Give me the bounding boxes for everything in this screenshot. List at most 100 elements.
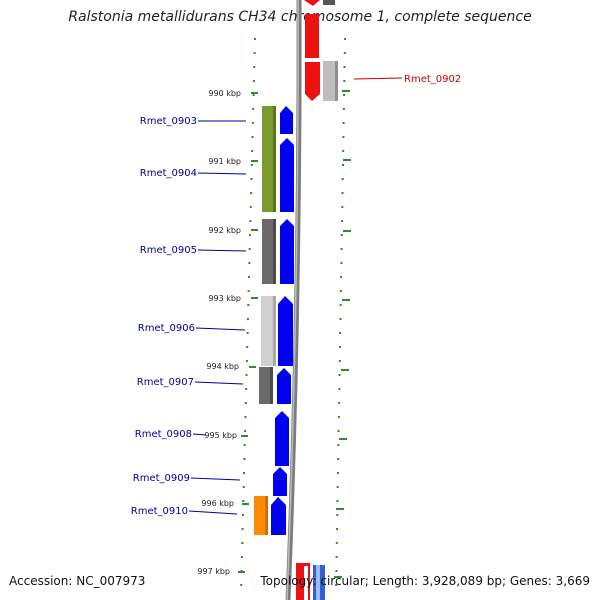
ruler-dot-left xyxy=(244,402,247,404)
ruler-dot-right xyxy=(337,430,340,432)
ruler-dot-left xyxy=(245,360,248,362)
leader-Rmet_0907 xyxy=(194,381,244,385)
ruler-dot-right xyxy=(339,332,342,334)
gene-arrow-Rmet_0902[interactable] xyxy=(305,62,320,101)
block-shade xyxy=(273,219,276,284)
block-shade xyxy=(270,367,273,404)
ruler-dot-right xyxy=(342,136,345,138)
gene-block-Rmet_0902-gray xyxy=(323,61,338,101)
ruler-dot-right xyxy=(336,486,339,488)
ruler-dot-left xyxy=(250,164,253,166)
ruler-dot-right xyxy=(337,416,340,418)
leader-Rmet_0904 xyxy=(197,172,247,175)
gene-block-bottom-lightblue xyxy=(316,565,320,600)
gene-arrow-Rmet_0906[interactable] xyxy=(278,296,293,366)
gene-arrow-red-upper xyxy=(305,14,319,58)
tick-label: 993 kbp xyxy=(208,294,241,303)
ruler-dot-right xyxy=(343,80,346,82)
ruler-dot-right xyxy=(336,472,339,474)
feature-blocks xyxy=(254,106,276,535)
ruler-dot-left xyxy=(250,192,253,194)
ruler-dot-right xyxy=(335,542,338,544)
tick-label: 996 kbp xyxy=(201,499,234,508)
block-light-gray-Rmet_0906 xyxy=(261,296,276,366)
ruler-dot-right xyxy=(335,570,338,572)
gene-label-Rmet_0904[interactable]: Rmet_0904 xyxy=(140,168,197,179)
ruler-dot-right xyxy=(339,346,341,348)
ruler-ticks: 990 kbp 991 kbp 992 kbp 993 kbp 994 kbp xyxy=(197,89,351,578)
gene-arrow-Rmet_0910[interactable] xyxy=(271,497,286,535)
ruler-dot-right xyxy=(336,500,339,502)
ruler-dot-right xyxy=(343,66,346,68)
ruler-dot-left xyxy=(244,416,247,418)
leader-Rmet_0909 xyxy=(190,477,241,481)
gene-arrow-Rmet_0909[interactable] xyxy=(273,467,287,496)
gene-label-Rmet_0905[interactable]: Rmet_0905 xyxy=(140,245,197,256)
ruler-dot-left xyxy=(246,346,249,348)
gene-label-Rmet_0908[interactable]: Rmet_0908 xyxy=(135,429,192,440)
gene-label-Rmet_0906[interactable]: Rmet_0906 xyxy=(138,323,195,334)
ruler-dot-left xyxy=(247,304,250,306)
block-shade xyxy=(273,296,276,366)
tick-label: 997 kbp xyxy=(197,567,230,576)
block-olive-Rmet_0903 xyxy=(262,106,276,212)
ruler-dot-right xyxy=(343,52,346,54)
ruler-dot-left xyxy=(246,318,249,320)
ruler-dots xyxy=(240,38,346,586)
gene-label-Rmet_0907[interactable]: Rmet_0907 xyxy=(137,377,194,388)
block-orange-Rmet_0910 xyxy=(254,496,268,535)
gene-label-Rmet_0909[interactable]: Rmet_0909 xyxy=(133,473,190,484)
ruler-dot-right xyxy=(339,304,342,306)
gene-label-Rmet_0910[interactable]: Rmet_0910 xyxy=(131,506,188,517)
gene-block-shade xyxy=(335,61,338,101)
tick-990: 990 kbp xyxy=(208,89,350,98)
chromosome-backbone xyxy=(285,0,302,600)
gene-labels: Rmet_0902 Rmet_0903 Rmet_0904 Rmet_0905 … xyxy=(131,74,461,517)
ruler-dot-left xyxy=(249,234,251,236)
gene-label-Rmet_0903[interactable]: Rmet_0903 xyxy=(140,116,197,127)
ruler-dot-right xyxy=(341,206,344,208)
ruler-dot-left xyxy=(248,262,251,264)
chromosome-backbone-highlight xyxy=(286,0,299,600)
ruler-dot-right xyxy=(338,374,341,376)
ruler-dot-left xyxy=(241,542,244,544)
ruler-dot-left xyxy=(240,584,243,586)
block-dark-gray-Rmet_0907 xyxy=(259,367,273,404)
tick-label: 992 kbp xyxy=(208,226,241,235)
ruler-dot-right xyxy=(340,276,343,278)
ruler-dot-right xyxy=(338,360,341,362)
ruler-dot-left xyxy=(244,430,247,432)
ruler-dot-left xyxy=(243,444,246,446)
ruler-dot-left xyxy=(241,528,244,530)
ruler-dot-right xyxy=(336,528,338,530)
ruler-dot-left xyxy=(254,38,256,40)
gene-arrow-Rmet_0904[interactable] xyxy=(280,138,294,212)
ruler-dot-left xyxy=(248,248,251,250)
ruler-dot-left xyxy=(242,514,244,516)
leader-Rmet_0906 xyxy=(195,327,246,331)
ruler-dot-right xyxy=(337,444,340,446)
gene-label-Rmet_0902[interactable]: Rmet_0902 xyxy=(404,74,461,85)
gene-arrow-Rmet_0908[interactable] xyxy=(275,411,289,466)
block-shade xyxy=(273,106,276,212)
gene-arrow-Rmet_0905[interactable] xyxy=(280,219,294,284)
ruler-dot-right xyxy=(341,178,344,180)
tick-994: 994 kbp xyxy=(206,362,349,371)
leader-Rmet_0905 xyxy=(197,249,247,252)
ruler-dot-right xyxy=(336,514,339,516)
gene-arrow-Rmet_0903[interactable] xyxy=(280,106,293,134)
ruler-dot-left xyxy=(242,486,245,488)
ruler-dot-left xyxy=(253,66,256,68)
gene-arrow-top-red xyxy=(304,0,320,6)
ruler-dot-right xyxy=(341,220,343,222)
tick-991: 991 kbp xyxy=(208,157,351,166)
ruler-dot-left xyxy=(250,178,253,180)
ruler-dot-right xyxy=(344,38,346,40)
reverse-strand-features xyxy=(304,0,338,101)
ruler-dot-right xyxy=(337,458,340,460)
gene-arrow-Rmet_0907[interactable] xyxy=(277,368,291,404)
ruler-dot-left xyxy=(243,458,246,460)
tick-label: 995 kbp xyxy=(204,431,237,440)
tick-995: 995 kbp xyxy=(204,431,347,440)
